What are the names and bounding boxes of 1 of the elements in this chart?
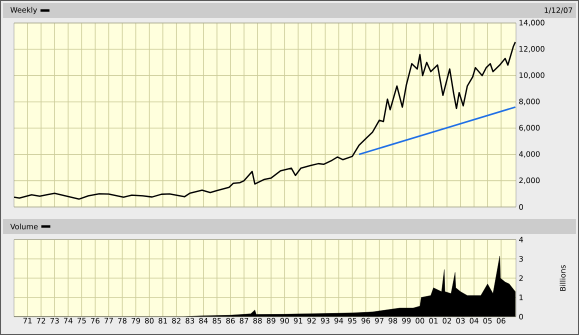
line-series bbox=[14, 41, 516, 200]
